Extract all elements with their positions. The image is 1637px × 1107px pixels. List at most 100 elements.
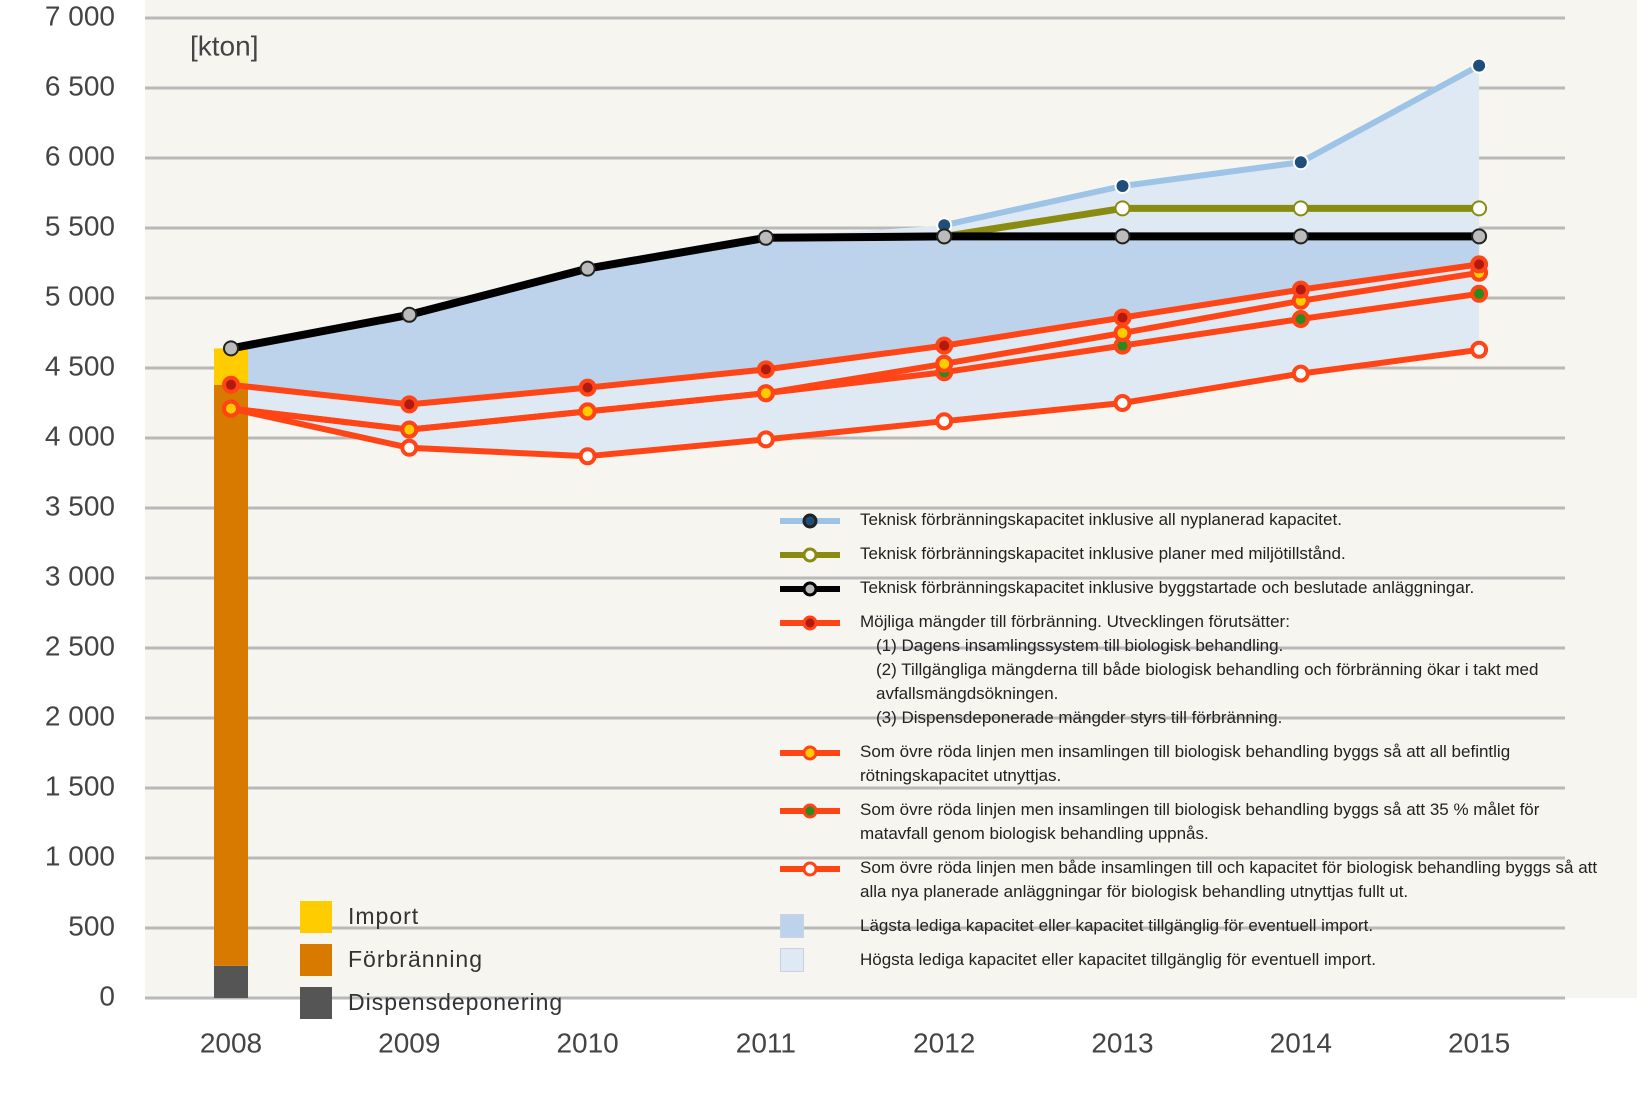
legend-entry: Teknisk förbränningskapacitet inklusive … [780,576,1630,600]
y-tick-label: 2 000 [45,700,115,731]
capacity-area [231,236,1480,405]
legend-label: Teknisk förbränningskapacitet inklusive … [860,578,1475,597]
series-marker [578,378,597,397]
series-marker [756,430,775,449]
legend-marker [802,615,818,631]
legend-note: (1) Dagens insamlingssystem till biologi… [876,636,1284,655]
series-marker [222,399,240,418]
legend-text: Möjliga mängder till förbränning. Utveck… [860,610,1605,730]
y-tick-label: 5 000 [45,280,115,311]
legend-label: Som övre röda linjen men insamlingen til… [860,742,1511,785]
y-tick-label: 7 000 [45,0,115,31]
legend-label: Lägsta lediga kapacitet eller kapacitet … [860,916,1374,935]
x-tick-label: 2013 [1091,1027,1153,1058]
y-tick-label: 1 500 [45,770,115,801]
bar-legend-square [300,943,332,976]
legend-swatch [780,914,860,938]
legend-label: Teknisk förbränningskapacitet inklusive … [860,510,1342,529]
series-marker [935,412,954,431]
legend-label: Som övre röda linjen men både insamlinge… [860,858,1598,901]
series-marker [1113,394,1132,412]
series-marker [1114,200,1131,217]
series-marker [757,229,774,246]
bar-legend-label: Förbränning [348,946,484,972]
x-tick-label: 2010 [556,1027,618,1058]
legend-text: Som övre röda linjen men både insamlinge… [860,856,1605,904]
legend-entry: Lägsta lediga kapacitet eller kapacitet … [780,914,1630,938]
bar-legend-entry: Import [300,895,563,938]
y-tick-label: 3 500 [45,490,115,521]
series-marker [1113,324,1132,342]
legend-entry: Möjliga mängder till förbränning. Utveck… [780,610,1630,730]
series-marker [222,375,240,394]
series-line [943,62,1481,229]
series-marker [1292,154,1309,171]
bar-legend-label: Import [348,903,420,929]
legend-swatch [780,513,840,529]
series-marker [1291,280,1310,299]
legend-swatch [780,803,840,819]
legend-label: Högsta lediga kapacitet eller kapacitet … [860,950,1376,969]
legend-marker [802,745,818,761]
legend-swatch [780,547,840,563]
bar-legend-square [300,900,332,933]
y-tick-label: 3 000 [45,560,115,591]
series-marker [1292,200,1309,217]
legend-entry: Som övre röda linjen men både insamlinge… [780,856,1630,904]
legend-swatch [780,615,840,631]
series-marker [936,228,953,245]
bar-legend-label: Dispensdeponering [348,989,564,1015]
legend-swatch [780,861,840,877]
legend-swatch [780,745,840,761]
series-marker [400,420,419,439]
series-marker [1114,178,1131,194]
legend-marker [802,581,818,597]
legend-text: Som övre röda linjen men insamlingen til… [860,740,1605,788]
stacked-bar [214,965,248,998]
series-marker [756,360,775,379]
series-marker [1470,340,1489,359]
legend-marker [802,861,818,877]
y-tick-label: 4 500 [45,350,115,381]
legend-marker [802,803,818,819]
legend-text: Teknisk förbränningskapacitet inklusive … [860,576,1605,600]
series-line [230,232,1480,353]
legend-entry: Som övre röda linjen men insamlingen til… [780,740,1630,788]
series-marker [1292,228,1309,245]
bar-legend-entry: Förbränning [300,938,563,981]
series-line [230,346,1480,460]
series-marker [579,260,596,277]
series-marker [1470,255,1489,274]
legend-label: Möjliga mängder till förbränning. Utveck… [860,612,1290,631]
legend-swatch [780,948,860,972]
series-marker [1113,308,1132,327]
legend-marker [802,513,818,529]
x-tick-label: 2015 [1448,1027,1510,1058]
bar-legend-square [300,986,332,1019]
legend-label: Teknisk förbränningskapacitet inklusive … [860,544,1346,563]
y-tick-label: 500 [68,910,115,941]
y-tick-label: 4 000 [45,420,115,451]
legend-text: Teknisk förbränningskapacitet inklusive … [860,542,1605,566]
bar-legend: Import Förbränning Dispensdeponering [300,895,563,1024]
series-marker [400,395,419,414]
legend-marker [802,547,818,563]
legend-label: Som övre röda linjen men insamlingen til… [860,800,1540,843]
y-tick-label: 6 500 [45,70,115,101]
legend-entry: Som övre röda linjen men insamlingen til… [780,798,1630,846]
y-tick-label: 5 500 [45,210,115,241]
legend-text: Som övre röda linjen men insamlingen til… [860,798,1605,846]
series-marker [935,336,954,355]
y-tick-label: 2 500 [45,630,115,661]
series-marker [756,384,775,403]
series-marker [223,340,239,357]
legend-text: Teknisk förbränningskapacitet inklusive … [860,508,1605,532]
series-marker [935,354,954,373]
legend: Teknisk förbränningskapacitet inklusive … [780,508,1630,982]
series-marker [1291,310,1310,328]
series-marker [578,447,597,466]
y-tick-label: 1 000 [45,840,115,871]
series-marker [1471,200,1488,217]
